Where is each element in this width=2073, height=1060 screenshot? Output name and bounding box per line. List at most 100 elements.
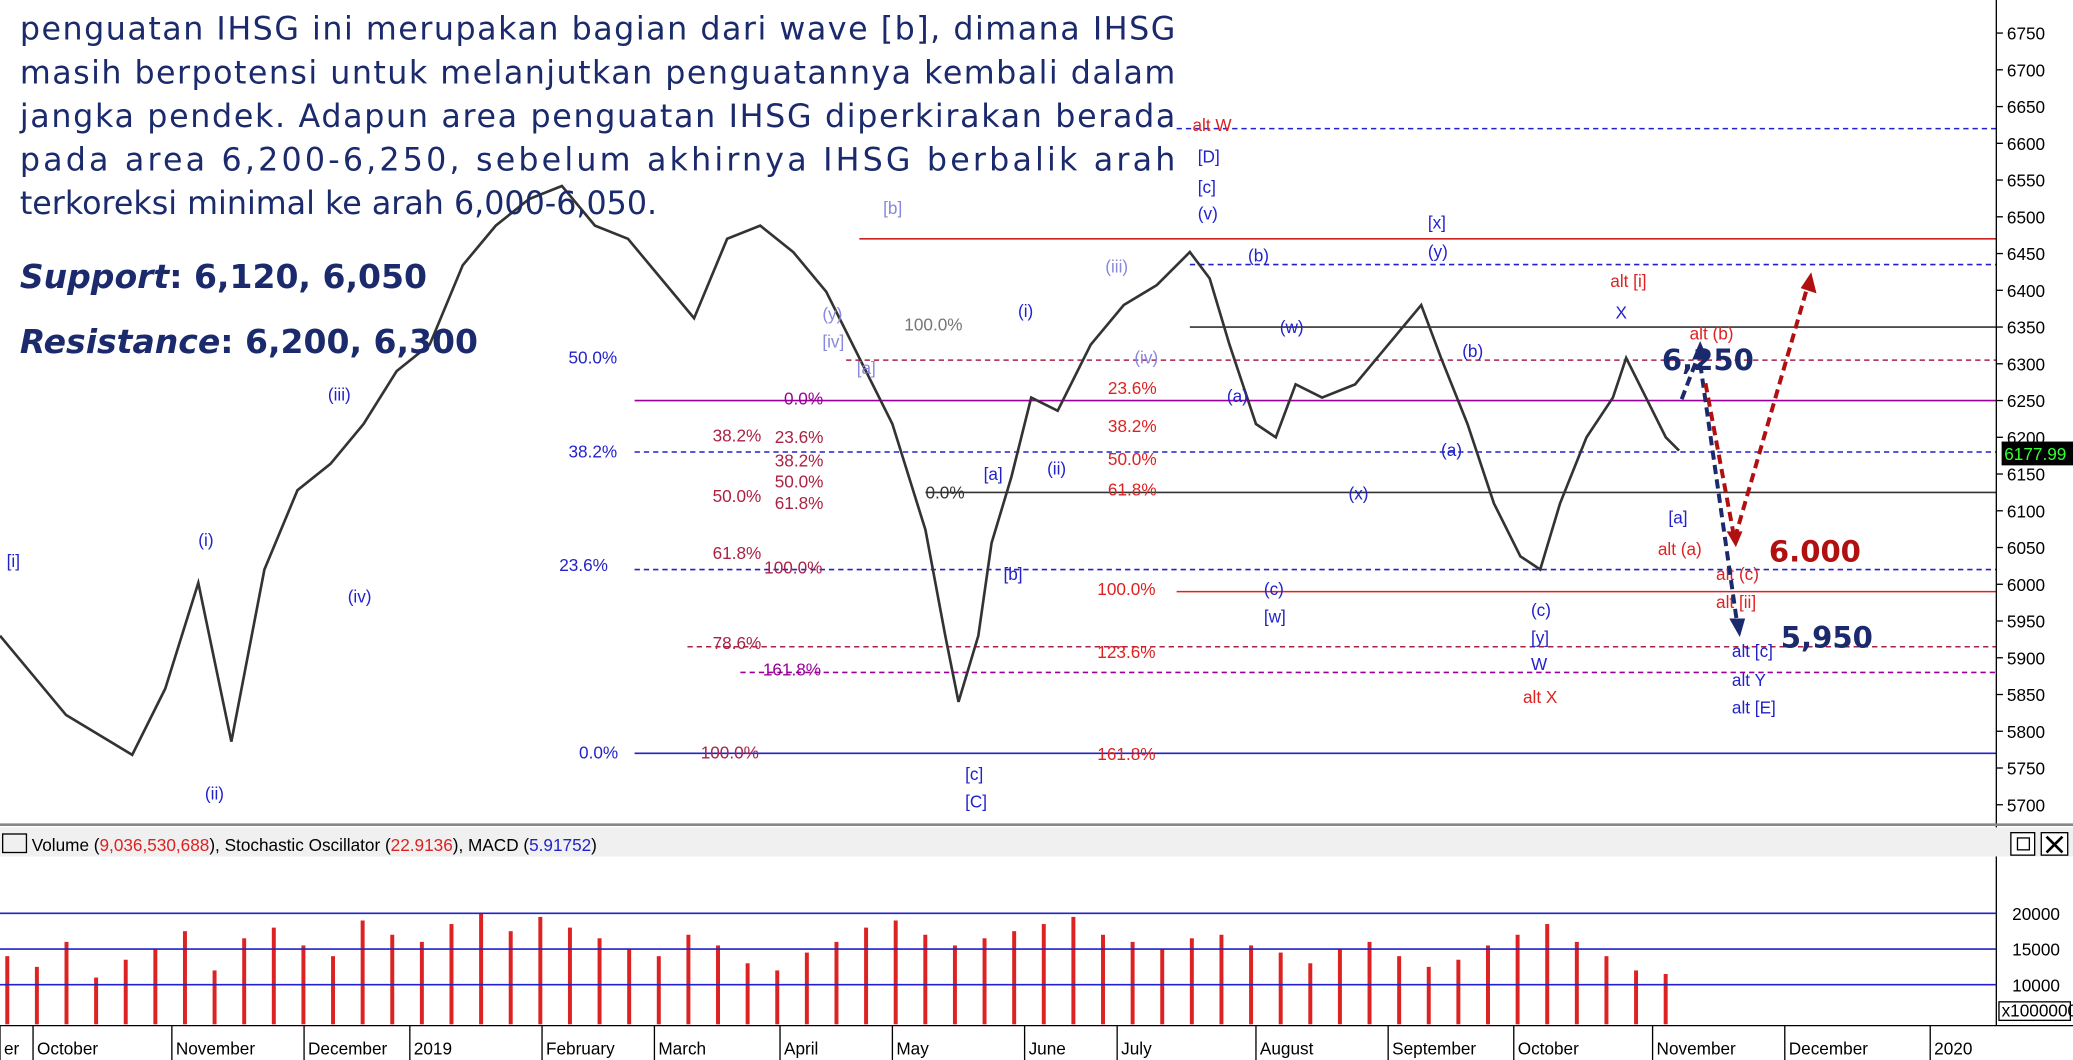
volume-bar xyxy=(893,920,898,1025)
wave-label: 38.2% xyxy=(713,425,762,445)
y-tick-label: 6300 xyxy=(2007,354,2045,374)
indicator-panel: er October November December 2019 February Mar… xyxy=(0,904,2073,1060)
wave-label: 0.0% xyxy=(579,743,618,763)
y-tick-label: 6350 xyxy=(2007,318,2045,338)
y-tick-label: 6000 xyxy=(2007,575,2045,595)
x-tick-label: March xyxy=(658,1039,706,1059)
volume-bar xyxy=(686,934,691,1025)
volume-bar xyxy=(567,927,572,1025)
wave-label: [x] xyxy=(1428,213,1446,233)
wave-label: (c) xyxy=(1264,579,1284,599)
header-part: Volume ( xyxy=(32,835,100,855)
close-icon xyxy=(2045,835,2064,854)
header-part: 5.91752 xyxy=(529,835,591,855)
indicator-tick-label: 15000 xyxy=(2012,940,2060,960)
volume-bar xyxy=(1574,941,1579,1025)
volume-bar xyxy=(64,941,69,1025)
wave-label: [w] xyxy=(1264,607,1286,627)
wave-label: 161.8% xyxy=(763,659,821,679)
x-tick-label: August xyxy=(1260,1039,1314,1059)
volume-bar xyxy=(1456,959,1461,1025)
y-tick-label: 6450 xyxy=(2007,244,2045,264)
volume-bar xyxy=(1663,974,1668,1025)
wave-label: (i) xyxy=(198,530,213,550)
support-text: Support: 6,120, 6,050 xyxy=(20,257,427,296)
header-part: 9,036,530,688 xyxy=(100,835,210,855)
volume-bar xyxy=(1219,934,1224,1025)
x-tick-label: July xyxy=(1121,1039,1152,1059)
volume-bar xyxy=(123,959,128,1025)
x-tick-label: June xyxy=(1029,1039,1066,1059)
wave-label: alt [c] xyxy=(1732,641,1773,661)
wave-label: (iv) xyxy=(1134,347,1158,367)
volume-bar xyxy=(1367,941,1372,1025)
volume-bar xyxy=(538,916,543,1025)
x-tick-label: October xyxy=(1518,1039,1579,1059)
volume-bar xyxy=(1130,941,1135,1025)
wave-label: 100.0% xyxy=(1097,579,1155,599)
commentary-line: terkoreksi minimal ke arah 6,000-6,050. xyxy=(20,186,657,222)
volume-bar xyxy=(804,952,809,1025)
volume-bar xyxy=(1337,949,1342,1025)
wave-label: alt (c) xyxy=(1716,564,1759,584)
volume-bar xyxy=(656,956,661,1025)
y-tick-label: 6050 xyxy=(2007,538,2045,558)
wave-label: 161.8% xyxy=(1097,744,1155,764)
y-tick-label: 5900 xyxy=(2007,648,2045,668)
y-tick-label: 6400 xyxy=(2007,281,2045,301)
header-part: ), Stochastic Oscillator ( xyxy=(209,835,391,855)
target-callout: 6,250 xyxy=(1662,343,1754,377)
volume-bar xyxy=(775,970,780,1025)
wave-label: (y) xyxy=(1428,242,1448,262)
volume-bar xyxy=(360,920,365,1025)
y-tick-label: 6100 xyxy=(2007,501,2045,521)
wave-label: 23.6% xyxy=(1108,378,1157,398)
wave-label: alt [ii] xyxy=(1716,592,1756,612)
y-tick-label: 5800 xyxy=(2007,722,2045,742)
wave-label: [D] xyxy=(1198,147,1220,167)
wave-label: [y] xyxy=(1531,628,1549,648)
support-values: : 6,120, 6,050 xyxy=(169,257,427,296)
y-tick-label: 6250 xyxy=(2007,391,2045,411)
wave-label: (iv) xyxy=(348,587,372,607)
wave-label: alt W xyxy=(1193,115,1233,135)
last-price-tag xyxy=(2001,441,2073,466)
arrow-head xyxy=(1726,531,1743,548)
indicator-header: Volume (9,036,530,688), Stochastic Oscil… xyxy=(32,835,597,855)
indicator-tick-label: 20000 xyxy=(2012,904,2060,924)
x-tick-label: November xyxy=(1657,1039,1737,1059)
x-tick-label: February xyxy=(546,1039,615,1059)
resistance-label: Resistance xyxy=(20,322,220,361)
arrow-head xyxy=(1692,340,1709,360)
volume-bar xyxy=(745,963,750,1025)
volume-bar xyxy=(1012,931,1017,1025)
volume-bar xyxy=(94,977,99,1025)
volume-bar xyxy=(1545,924,1550,1025)
wave-label: (iii) xyxy=(1105,256,1128,276)
volume-bar xyxy=(331,956,336,1025)
wave-label: 0.0% xyxy=(784,388,823,408)
wave-label: 61.8% xyxy=(713,543,762,563)
volume-bar xyxy=(1634,970,1639,1025)
y-tick-label: 6500 xyxy=(2007,207,2045,227)
volume-bar xyxy=(923,934,928,1025)
last-price-label: 6177.99 xyxy=(2004,444,2066,464)
price-plot: 5700 5750 5800 5850 5900 5950 6000 6050 6100 6150… xyxy=(0,0,2073,1026)
resistance-values: : 6,200, 6,300 xyxy=(220,322,478,361)
maximize-icon xyxy=(2016,837,2031,851)
wave-label: alt [i] xyxy=(1610,271,1646,291)
price-line xyxy=(0,184,1680,757)
wave-label: 100.0% xyxy=(701,743,759,763)
x-tick-label: December xyxy=(1789,1039,1869,1059)
wave-label: alt (b) xyxy=(1690,324,1734,344)
wave-label: (w) xyxy=(1280,317,1304,337)
x-tick-label: er xyxy=(4,1039,20,1059)
y-tick-label: 5850 xyxy=(2007,685,2045,705)
wave-label: W xyxy=(1531,654,1548,674)
x-tick-label: October xyxy=(37,1039,98,1059)
volume-bar xyxy=(1071,916,1076,1025)
unit-box xyxy=(1998,1001,2072,1022)
maximize-button[interactable] xyxy=(2010,832,2036,856)
wave-label: [a] xyxy=(857,358,876,378)
y-tick-label: 5700 xyxy=(2007,795,2045,815)
